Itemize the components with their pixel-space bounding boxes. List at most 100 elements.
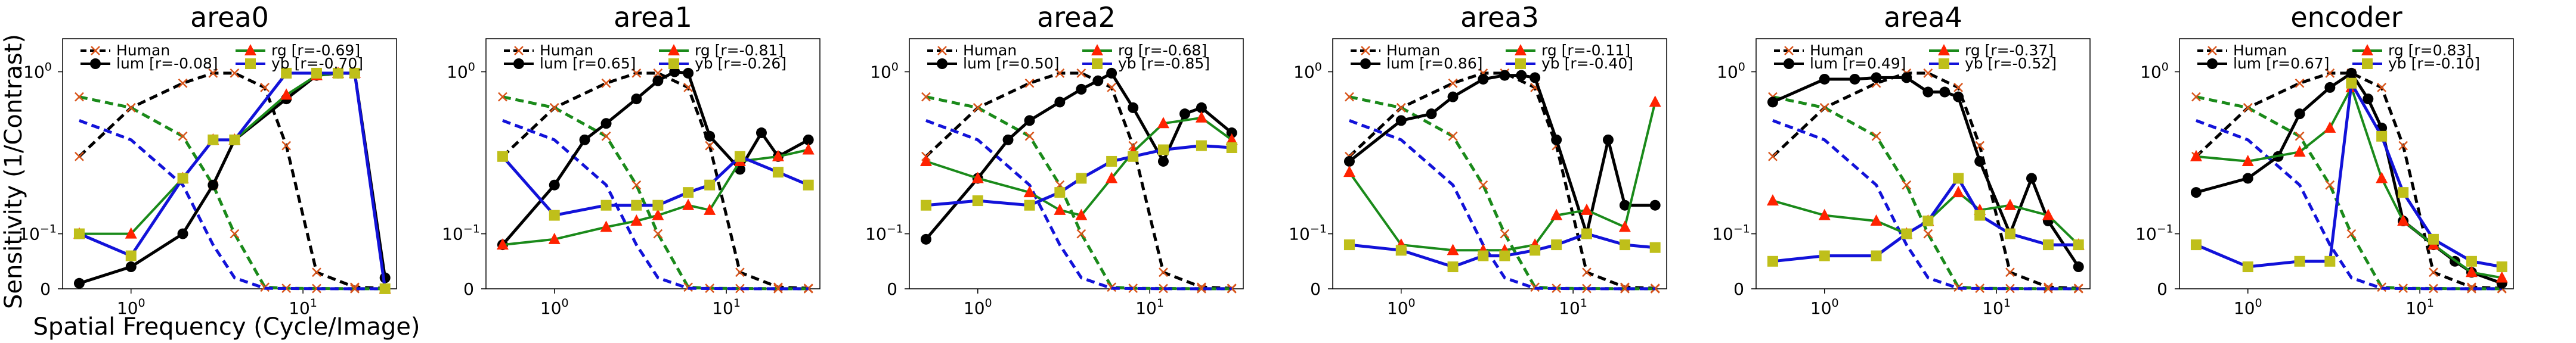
data-point-lum [756,127,767,139]
data-point-yb [1619,239,1630,251]
legend-label-human: Human [540,42,593,59]
data-point-lum [803,134,814,145]
data-point-lum [2346,67,2357,79]
data-point-rg [125,227,137,239]
legend-marker-lum [513,58,524,69]
data-point-human-rg [1552,283,1562,293]
x-tick-label: 101 [1982,297,2011,318]
data-point-lum [920,233,931,245]
legend-label-yb: yb [r=-0.40] [1541,55,1633,72]
legend-marker-rg [1091,44,1103,55]
data-point-human-rg [1620,283,1630,294]
data-point-human [230,68,240,78]
data-point-rg [2042,208,2054,220]
series-line-lum [1348,74,1655,236]
data-point-human-rg [498,92,507,102]
data-point-lum [1819,73,1830,85]
data-point-rg [1447,244,1459,255]
data-point-yb [704,179,716,191]
data-point-rg [1550,208,1563,220]
data-point-human-rg [1923,229,1933,239]
series-line-yb [2195,82,2503,269]
legend-label-yb: yb [r=-0.52] [1965,55,2057,72]
data-point-human-rg [1582,283,1592,294]
legend-marker-human [1361,46,1370,55]
data-point-rg [1766,194,1779,206]
data-point-lum [669,66,680,77]
y-tick-label: 0 [2157,279,2168,299]
chart-title: area2 [1037,1,1116,33]
data-point-human [1448,78,1458,88]
series-line-human [2195,71,2502,290]
data-point-rg [652,208,664,220]
data-point-human [208,68,218,78]
x-tick-label: 101 [712,297,741,318]
data-point-human-rg [631,180,642,190]
data-point-lum [1871,72,1882,83]
y-tick-label: 10−1 [865,223,903,244]
data-point-human-rg [921,92,931,102]
data-point-human [705,141,715,151]
data-point-human-rg [773,283,783,294]
data-point-rg [919,154,932,166]
series-line-human-yb [1772,119,2079,291]
data-point-rg [1580,203,1593,215]
data-point-lum [1076,83,1087,95]
data-point-yb [1157,144,1169,155]
data-point-lum [1974,155,1986,167]
data-point-yb [2042,239,2054,251]
data-point-rg [1343,166,1355,177]
data-point-rg [1952,186,1965,198]
data-point-human-rg [973,103,983,113]
series-line-rg [1348,101,1657,252]
legend-label-human: Human [2233,42,2287,59]
data-point-human [2398,141,2408,151]
data-point-human [178,78,188,88]
legend-marker-human [1784,46,1794,55]
data-point-human-rg [1819,103,1829,113]
data-point-yb [1871,250,1882,261]
data-point-rg [496,238,509,250]
data-point-yb [549,210,560,221]
data-point-yb [2428,233,2439,245]
legend-label-rg: rg [r=0.83] [2388,42,2472,59]
legend-label-human: Human [1386,42,1440,59]
plot-frame [909,38,1244,289]
data-point-yb [1395,245,1407,256]
y-tick-label: 0 [463,279,474,299]
data-point-yb [1024,199,1035,211]
data-point-lum [1343,155,1355,167]
data-point-human-rg [1902,180,1912,190]
data-point-human [2295,78,2305,88]
data-point-yb [1447,261,1459,273]
legend-marker-yb [668,58,679,69]
legend-label-lum: lum [r=0.67] [2233,55,2330,72]
data-point-human-rg [1076,229,1086,239]
data-point-human-rg [1871,131,1881,141]
data-point-yb [349,67,360,79]
data-point-rg [1870,214,1883,226]
series-line-rg [502,148,809,247]
series-line-yb [1349,232,1655,269]
data-point-rg [682,198,695,210]
data-point-human-rg [230,229,240,239]
series-line-human-yb [2196,119,2502,291]
legend-marker-lum [1360,58,1371,69]
legend-label-lum: lum [r=-0.08] [116,55,218,72]
data-point-rg [2293,145,2306,157]
data-point-human [735,267,745,277]
data-point-human [1107,83,1117,92]
y-tick-label: 0 [40,279,51,299]
data-point-rg [2465,266,2478,277]
data-point-human-rg [1975,283,1985,293]
data-point-rg [1649,95,1661,107]
data-point-yb [2004,228,2015,239]
y-tick-label: 0 [1733,279,1744,299]
data-point-lum [1196,102,1207,113]
data-point-yb [311,67,322,79]
data-point-lum [1530,72,1541,83]
